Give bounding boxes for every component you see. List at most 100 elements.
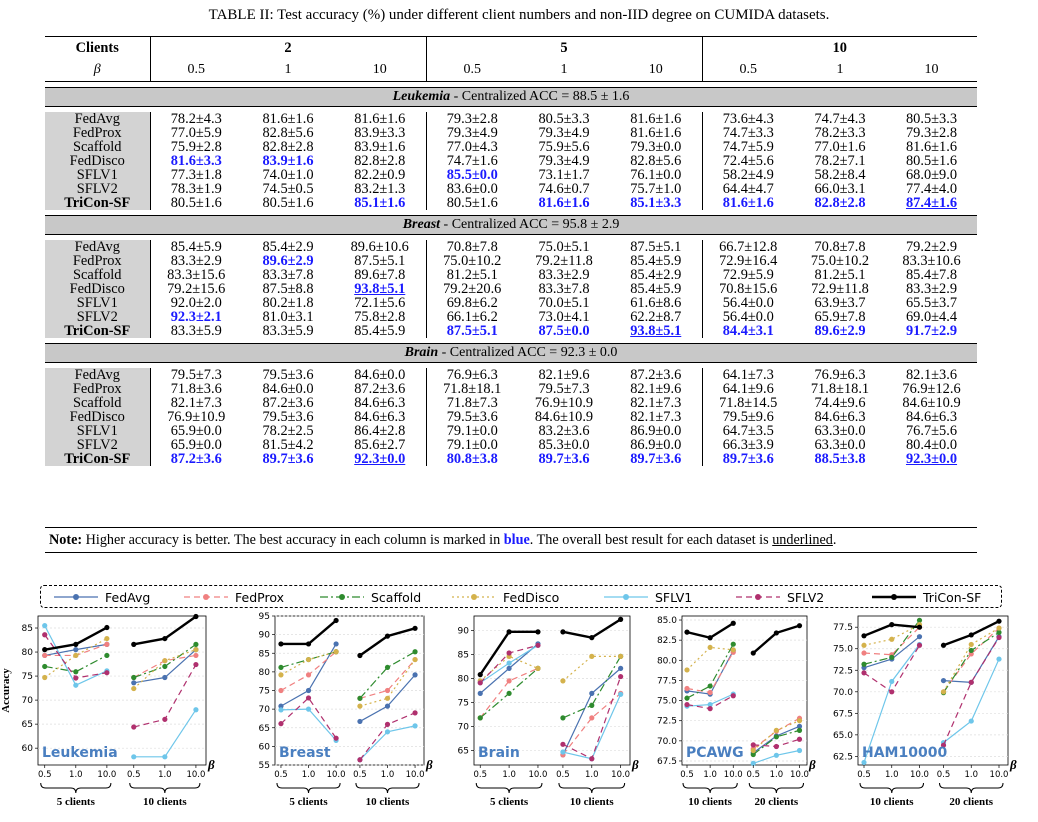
accuracy-cell: 79.2±2.9 [905, 239, 958, 255]
accuracy-cell: 83.9±1.6 [354, 139, 406, 155]
legend-line-icon [872, 594, 916, 600]
x-tick-label: 1.0 [69, 770, 83, 780]
accuracy-cell: 82.8±2.8 [814, 195, 866, 211]
x-axis-label: β [425, 757, 433, 772]
accuracy-cell: 65.9±0.0 [149, 424, 242, 438]
note-text-3: . [832, 532, 837, 548]
x-tick-label: 10.0 [327, 770, 346, 780]
x-tick-label: 10.0 [724, 770, 743, 780]
data-point-scaffold [730, 641, 736, 647]
accuracy-cell: 70.8±7.8 [425, 240, 518, 254]
y-tick-label: 85 [259, 649, 270, 659]
group-label: 10 clients [870, 796, 914, 808]
x-tick-label: 10.0 [406, 770, 425, 780]
dataset-title: Brain - Centralized ACC = 92.3 ± 0.0 [45, 343, 978, 363]
data-point-feddisco [535, 665, 541, 671]
data-point-scaffold [42, 663, 48, 670]
accuracy-cell: 88.5±3.8 [814, 451, 866, 467]
data-point-sflv2 [940, 742, 947, 748]
accuracy-cell: 79.3±0.0 [630, 139, 682, 155]
chart-pcawg: 67.5 70.0 72.5 75.0 77.5 80.0 82.5 85.0 0.5 1.0 10… [643, 610, 819, 817]
accuracy-cell: 84.6±0.0 [354, 367, 406, 383]
centralized-acc: - Centralized ACC = 95.8 ± 2.9 [440, 217, 620, 232]
x-tick-label: 0.5 [353, 770, 367, 780]
data-point-tricon-sf [940, 642, 947, 648]
legend-label: FedDisco [503, 589, 560, 605]
chart-svg: 55 60 65 70 75 80 85 90 95 0.5 1.0 10.0 5 clients 0.5… [259, 612, 433, 808]
accuracy-cell: 65.9±7.8 [814, 309, 866, 325]
chart-svg: 60 65 70 75 80 85 Accuracy 0.5 1.0 10.0 5 clients 0… [0, 613, 215, 808]
data-point-sflv2 [506, 650, 512, 656]
data-point-sflv2 [796, 736, 803, 742]
legend-line-icon [54, 594, 98, 600]
accuracy-cell: 89.6±7.8 [354, 267, 406, 283]
legend-item-tricon-sf: TriCon-SF [871, 589, 981, 605]
data-point-feddisco [861, 642, 867, 648]
y-tick-label: 90 [259, 631, 271, 641]
x-axis-label: β [207, 757, 215, 772]
x-tick-label: 1.0 [502, 770, 516, 780]
accuracy-cell: 82.8±2.8 [262, 139, 314, 155]
accuracy-cell: 79.5±3.6 [425, 410, 518, 424]
data-point-fedavg [357, 718, 363, 725]
series-line-tricon-sf [752, 624, 800, 654]
table-caption: TABLE II: Test accuracy (%) under differ… [208, 7, 830, 23]
accuracy-cell: 74.4±9.6 [814, 395, 866, 411]
header-beta-value: 0.5 [149, 59, 242, 82]
data-point-sflv1 [796, 747, 803, 754]
x-tick-label: 10.0 [790, 770, 809, 780]
method-name: TriCon-SF [45, 196, 150, 210]
accuracy-cell: 83.3±5.9 [149, 324, 242, 338]
data-point-fedavg [333, 641, 339, 647]
accuracy-cell: 78.2±4.3 [149, 112, 242, 126]
y-tick-label: 60 [22, 744, 34, 754]
data-point-sflv1 [618, 691, 624, 697]
data-point-sflv2 [889, 689, 895, 695]
accuracy-cell: 76.9±10.9 [149, 410, 242, 424]
dataset-label: Leukemia [42, 745, 118, 761]
table-row: FedProx 83.3±2.9 89.6±2.9 87.5±5.1 75.0±10.2… [45, 254, 977, 268]
accuracy-cell: 66.0±3.1 [814, 181, 866, 197]
accuracy-cell: 84.6±6.3 [354, 409, 406, 425]
table-row: SFLV2 92.3±2.1 81.0±3.1 75.8±2.8 66.1±6.2 73.… [45, 310, 977, 324]
data-point-scaffold [162, 663, 168, 670]
table-row: FedAvg 78.2±4.3 81.6±1.6 81.6±1.6 79.3±2.8 80… [45, 112, 977, 126]
accuracy-cell: 83.3±7.8 [262, 267, 314, 283]
data-point-scaffold [750, 751, 756, 758]
accuracy-cell: 81.5±4.2 [262, 437, 314, 453]
accuracy-cell: 81.6±1.6 [905, 139, 958, 155]
note-text-1: Higher accuracy is better. The best accu… [82, 532, 504, 548]
data-point-tricon-sf [707, 635, 713, 641]
chart-svg: 67.5 70.0 72.5 75.0 77.5 80.0 82.5 85.0 0.5 1.0 10… [657, 615, 816, 808]
accuracy-cell: 76.1±0.0 [630, 167, 682, 183]
table-row: FedAvg 79.5±7.3 79.5±3.6 84.6±0.0 76.9±6.3 82… [45, 368, 977, 382]
y-tick-label: 80.0 [657, 656, 677, 666]
accuracy-cell: 84.4±3.1 [701, 324, 794, 338]
series-line-tricon-sf [562, 618, 622, 639]
accuracy-cell: 79.3±4.9 [538, 153, 590, 169]
accuracy-cell: 56.4±0.0 [701, 296, 794, 310]
accuracy-cell: 82.8±5.6 [262, 125, 314, 141]
table-note: Note: Higher accuracy is better. The bes… [45, 527, 977, 553]
y-tick-label: 75 [259, 687, 270, 697]
accuracy-cell: 85.1±1.6 [354, 195, 406, 211]
accuracy-cell: 93.8±5.1 [354, 281, 406, 297]
accuracy-cell: 81.6±3.3 [149, 154, 242, 168]
y-tick-label: 70.0 [833, 688, 853, 698]
data-point-feddisco [357, 703, 363, 709]
data-point-tricon-sf [42, 647, 48, 653]
y-tick-label: 77.5 [657, 676, 677, 686]
group-label: 5 clients [57, 796, 96, 808]
legend-item-scaffold: Scaffold [319, 589, 421, 605]
series-line-scaffold [44, 654, 108, 673]
data-point-sflv1 [305, 706, 312, 712]
legend-item-fedavg: FedAvg [53, 589, 150, 605]
header-beta-value: 1 [518, 59, 610, 82]
data-point-tricon-sf [684, 629, 690, 635]
accuracy-cell: 74.0±1.0 [262, 167, 314, 183]
y-tick-label: 55 [259, 761, 270, 771]
data-point-scaffold [477, 715, 483, 721]
data-point-fedavg [618, 665, 624, 671]
accuracy-cell: 85.4±7.8 [905, 267, 958, 283]
accuracy-cell: 84.6±10.9 [534, 409, 594, 425]
